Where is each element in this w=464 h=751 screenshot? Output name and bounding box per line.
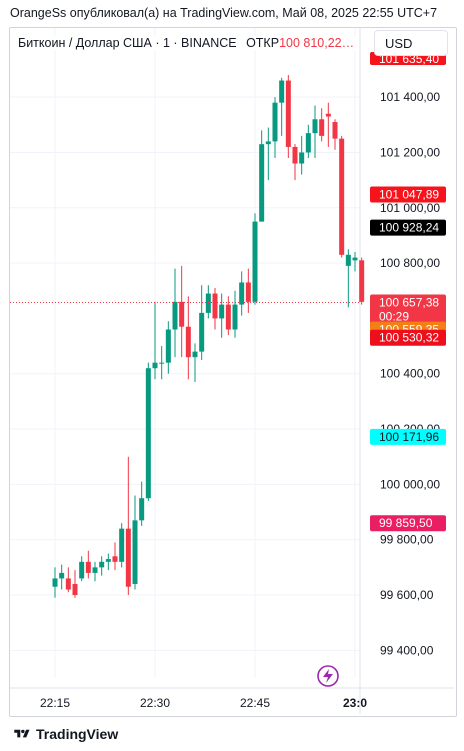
candle-body <box>205 293 211 313</box>
price-tag <box>370 428 446 445</box>
x-tick-label: 22:15 <box>40 696 70 710</box>
candle-body <box>265 141 271 145</box>
x-tick-label: 22:30 <box>140 696 170 710</box>
candle-body <box>159 362 165 364</box>
tradingview-logo-icon <box>14 729 30 738</box>
x-tick-label: 22:45 <box>240 696 270 710</box>
candle-body <box>179 301 185 327</box>
candle-body <box>292 146 298 164</box>
price-tag-text: 101 047,89 <box>379 188 439 202</box>
candle-body <box>59 572 65 579</box>
y-tick-label: 101 400,00 <box>380 90 440 104</box>
candle-body <box>105 559 111 562</box>
candle-body <box>112 556 118 562</box>
candle-body <box>125 528 131 587</box>
y-tick-label: 99 600,00 <box>380 588 434 602</box>
candle-body <box>252 221 258 302</box>
candle-body <box>259 144 265 222</box>
candle-body <box>172 301 178 330</box>
candle-body <box>345 254 351 266</box>
candle-body <box>72 583 78 596</box>
candle-body <box>325 113 331 117</box>
price-tag <box>370 219 446 236</box>
candle-body <box>352 257 358 261</box>
candle-body <box>132 520 138 584</box>
open-value: 100 810,22… <box>279 36 355 50</box>
candle-body <box>99 561 105 568</box>
attribution-text: OrangeSs опубликовал(а) на TradingView.c… <box>10 6 438 20</box>
price-tag-text: 100 171,96 <box>379 430 439 444</box>
price-tag-text: 100 928,24 <box>379 221 439 235</box>
candle-body <box>92 567 98 573</box>
candle-body <box>285 80 291 147</box>
chart-frame <box>9 27 457 717</box>
lightning-icon[interactable] <box>317 665 339 687</box>
x-tick-label: 23:0 <box>343 696 367 710</box>
candle-body <box>245 282 251 302</box>
candle-body <box>79 561 85 579</box>
y-tick-label: 101 000,00 <box>380 201 440 215</box>
candle-body <box>319 119 325 136</box>
candle-body <box>279 80 285 103</box>
candle-body <box>139 498 145 521</box>
candle-body <box>332 122 338 139</box>
price-tag-text: 99 859,50 <box>379 516 433 530</box>
price-tag <box>370 515 446 532</box>
candle-body <box>225 304 231 330</box>
candle-body <box>145 368 151 499</box>
price-tag <box>370 294 446 325</box>
candle-body <box>152 362 158 369</box>
price-tag <box>370 186 446 203</box>
symbol-name: Биткоин / Доллар США · 1 · BINANCE <box>18 36 237 50</box>
candle-body <box>165 329 171 363</box>
price-tag-text: 100 530,32 <box>379 331 439 345</box>
y-tick-label: 100 800,00 <box>380 256 440 270</box>
candle-body <box>212 293 218 319</box>
y-tick-label: 99 400,00 <box>380 643 434 657</box>
candle-body <box>199 312 205 352</box>
price-chart[interactable]: 99 400,00 99 600,00 99 800,00 100 000,00 100… <box>10 28 454 714</box>
y-tick-label: 101 200,00 <box>380 145 440 159</box>
candle-body <box>52 578 58 587</box>
candle-body <box>192 351 198 358</box>
symbol-legend[interactable]: Биткоин / Доллар США · 1 · BINANCE ОТКР1… <box>18 36 359 50</box>
candle-body <box>65 578 71 590</box>
price-tag-countdown: 00:29 <box>379 310 409 324</box>
candle-body <box>185 326 191 358</box>
candle-body <box>239 282 245 305</box>
candle-body <box>312 119 318 134</box>
y-tick-label: 99 800,00 <box>380 533 434 547</box>
currency-selector[interactable]: USD <box>374 30 448 56</box>
candle-body <box>119 528 125 562</box>
candle-body <box>359 260 365 302</box>
y-tick-label: 100 400,00 <box>380 367 440 381</box>
candle-body <box>272 102 278 142</box>
candle-body <box>299 152 305 164</box>
footer-brand[interactable]: TradingView <box>12 726 118 742</box>
price-tag-text: 100 657,38 <box>379 296 439 310</box>
candle-body <box>219 304 225 319</box>
footer-brand-text: TradingView <box>36 726 119 742</box>
candle-body <box>85 561 91 573</box>
candle-body <box>305 133 311 153</box>
candle-body <box>339 138 345 255</box>
candle-body <box>232 304 238 330</box>
open-label: ОТКР <box>246 36 280 50</box>
y-tick-label: 100 000,00 <box>380 477 440 491</box>
price-tag <box>370 329 446 346</box>
